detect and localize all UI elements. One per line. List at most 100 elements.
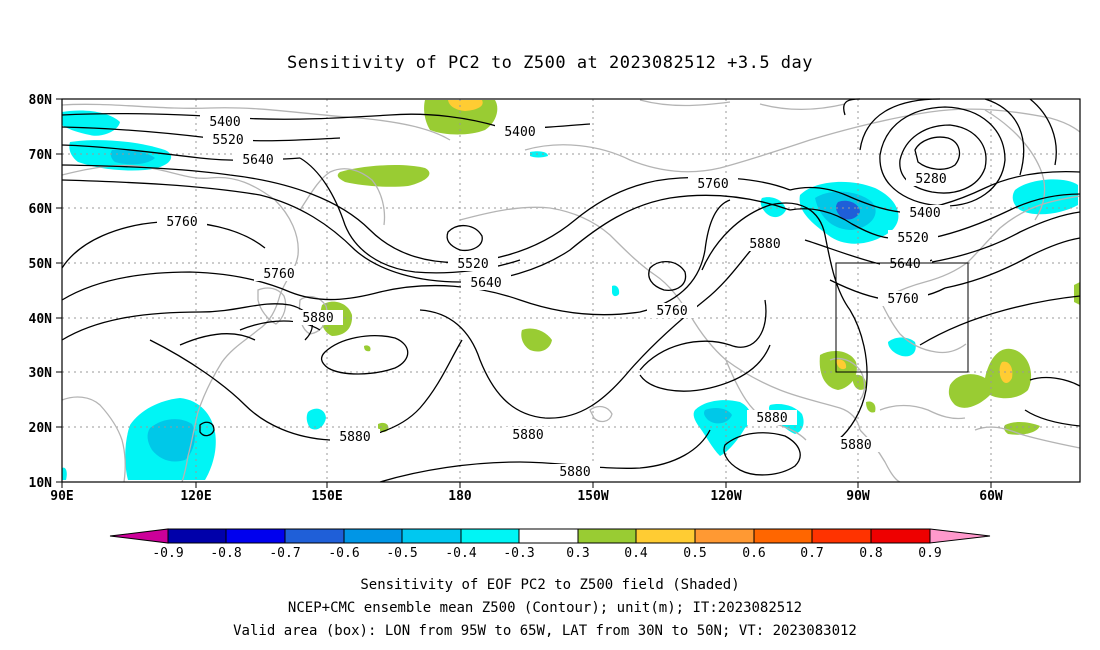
shade-moderate-positive [448,100,483,111]
colorbar-swatch [870,528,931,544]
colorbar-label: -0.3 [503,546,534,561]
shade-negative [62,467,67,480]
colorbar-swatch [401,528,462,544]
contour-line [879,106,1006,207]
lon-label: 120E [180,489,211,504]
label-bg [200,114,250,129]
contour-line [639,344,771,392]
lon-label: 150E [311,489,342,504]
contour-label: 5760 [697,177,728,192]
label-bg [888,230,938,245]
contour-label: 5760 [263,267,294,282]
coastline [984,109,1046,221]
label-bg [740,236,790,251]
shade-positive [948,348,1032,408]
contour-line [931,211,1081,263]
valid-area-box [835,262,969,373]
contour-label: 5880 [749,237,780,252]
contour-label: 5880 [756,411,787,426]
lat-label: 80N [29,93,53,108]
label-bg [906,171,956,186]
colorbar-label: 0.8 [859,546,882,561]
contour-line [931,193,1081,239]
lat-label: 70N [29,148,53,163]
caption-line: Valid area (box): LON from 95W to 65W, L… [233,623,857,639]
caption-line: NCEP+CMC ensemble mean Z500 (Contour); u… [288,600,802,616]
coastline [639,99,846,110]
shade-negative [147,419,195,462]
coastlines [61,99,1081,483]
contour-line [701,202,868,441]
contour-line [199,421,215,437]
lat-label: 30N [29,366,53,381]
contour-line [149,339,463,441]
longitude-labels: 90E 120E 150E 180 150W 120W 90W 60W [50,489,1003,504]
label-bg [157,214,207,229]
lat-label: 50N [29,257,53,272]
latitude-labels: 80N 70N 60N 50N 40N 30N 20N 10N [29,93,53,491]
lon-label: 120W [710,489,741,504]
colorbar-label: -0.5 [386,546,417,561]
label-bg [461,275,511,290]
label-bg [747,410,797,425]
contour-line [179,320,321,346]
colorbar-swatch [811,528,872,544]
colorbar-swatch [518,528,579,544]
lat-label: 40N [29,312,53,327]
shade-positive [1074,282,1080,305]
colorbar-label: -0.4 [445,546,476,561]
contour-line [789,208,901,240]
coastline [299,168,386,226]
contour-label: 5760 [166,215,197,230]
contour-line [944,237,1081,289]
contour-label: 5520 [897,231,928,246]
contour-label: 5760 [656,304,687,319]
shade-positive [337,165,430,187]
contour-line [639,299,767,371]
colorbar-label: 0.9 [918,546,941,561]
shade-positive [866,401,876,413]
contour-label: 5880 [512,428,543,443]
colorbar-swatch [167,528,227,544]
lon-label: 60W [979,489,1003,504]
shade-negative [1012,179,1078,215]
colorbar-low-tip [109,528,169,544]
colorbar-label: 0.6 [742,546,765,561]
colorbar-label: 0.3 [566,546,589,561]
contour-label: 5640 [242,153,273,168]
colorbar-label: -0.9 [152,546,183,561]
shade-negative [306,408,326,430]
label-bg [900,205,950,220]
caption-line: Sensitivity of EOF PC2 to Z500 field (Sh… [360,577,739,593]
label-bg [293,310,343,325]
lon-label: 150W [577,489,608,504]
colorbar-swatch [225,528,286,544]
colorbar-swatch [577,528,637,544]
colorbar-label: -0.8 [210,546,241,561]
shade-negative [530,151,548,158]
map-frame [61,98,1081,483]
shade-positive [521,328,552,352]
coastline [589,405,613,423]
coastline [61,396,126,483]
colorbar-labels: -0.9 -0.8 -0.7 -0.6 -0.5 -0.4 -0.3 0.3 0… [152,546,941,561]
colorbar-label: 0.4 [624,546,648,561]
colorbar-swatch [343,528,403,544]
label-bg [203,132,253,147]
colorbar: -0.9 -0.8 -0.7 -0.6 -0.5 -0.4 -0.3 0.3 0… [109,528,991,561]
contour-line [789,186,901,213]
label-bg [831,437,881,452]
label-bg [330,429,380,444]
lon-label: 90W [846,489,870,504]
shade-negative [760,197,786,218]
coastline [829,357,866,401]
contour-label: 5400 [209,115,240,130]
contour-label: 5520 [457,257,488,272]
contour-line [446,225,483,252]
coastline [61,103,451,141]
contour-line [914,136,961,170]
contour-label: 5880 [559,465,590,480]
coastline [879,195,1081,301]
grid-lines [62,99,1080,482]
label-bg [688,176,738,191]
